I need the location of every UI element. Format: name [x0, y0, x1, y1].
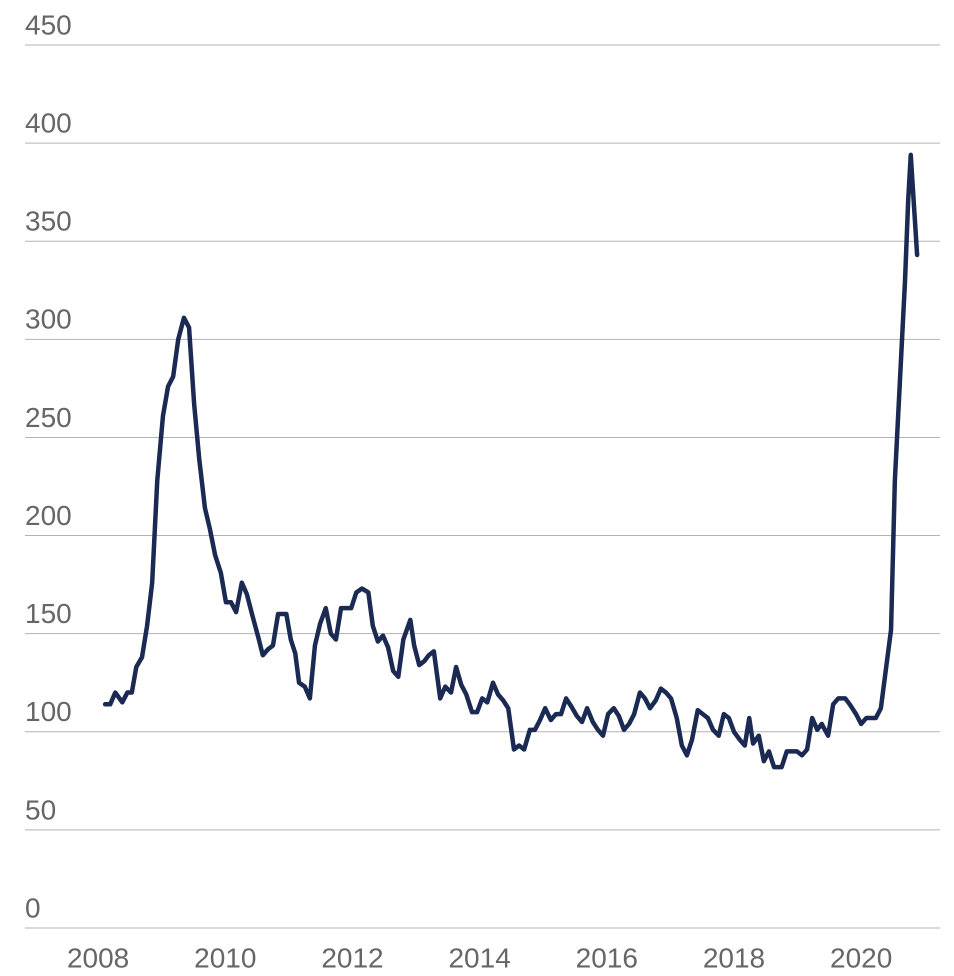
y-tick-label: 0 [25, 892, 41, 923]
x-tick-label: 2012 [321, 942, 383, 973]
x-tick-label: 2010 [194, 942, 256, 973]
x-tick-label: 2008 [67, 942, 129, 973]
y-tick-label: 300 [25, 304, 72, 335]
y-tick-label: 250 [25, 402, 72, 433]
x-tick-label: 2020 [830, 942, 892, 973]
x-tick-label: 2018 [703, 942, 765, 973]
line [102, 152, 920, 770]
y-tick-label: 450 [25, 9, 72, 40]
y-tick-label: 100 [25, 696, 72, 727]
x-tick-label: 2014 [448, 942, 510, 973]
y-tick-label: 200 [25, 500, 72, 531]
y-tick-label: 350 [25, 206, 72, 237]
y-tick-label: 150 [25, 598, 72, 629]
y-tick-label: 400 [25, 108, 72, 139]
x-tick-label: 2016 [576, 942, 638, 973]
y-tick-label: 50 [25, 794, 56, 825]
